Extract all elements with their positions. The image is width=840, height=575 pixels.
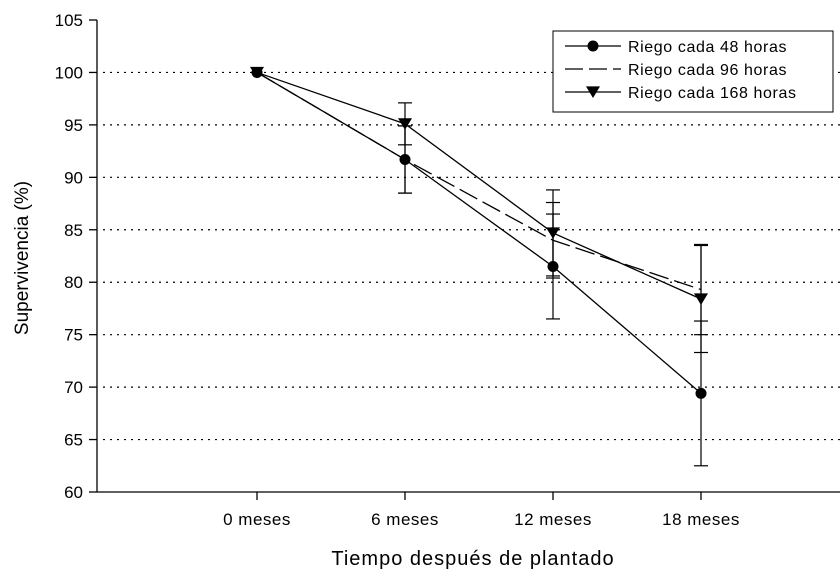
legend-entry: Riego cada 96 horas — [565, 62, 787, 79]
y-tick-label: 100 — [55, 63, 83, 82]
y-tick-label: 75 — [64, 326, 83, 345]
series-line — [256, 71, 702, 394]
y-tick-label: 80 — [64, 273, 83, 292]
y-tick-label: 95 — [64, 116, 83, 135]
x-tick-label: 6 meses — [371, 510, 439, 529]
y-axis-label: Supervivencia (%) — [12, 181, 33, 335]
y-tick-label: 65 — [64, 431, 83, 450]
series-line — [256, 71, 702, 291]
data-point — [398, 118, 412, 130]
y-tick-label: 85 — [64, 221, 83, 240]
legend-entry: Riego cada 168 horas — [565, 85, 797, 102]
x-tick-label: 0 meses — [223, 510, 291, 529]
data-point — [250, 66, 264, 79]
y-tick-label: 90 — [64, 168, 83, 187]
legend-box — [552, 30, 834, 113]
legend: Riego cada 48 horas Riego cada 96 horas Ri… — [552, 30, 834, 113]
y-tick-label: 60 — [64, 483, 83, 502]
data-point — [694, 293, 708, 305]
legend-swatch-marker — [587, 40, 599, 52]
x-tick-label: 12 meses — [514, 510, 592, 529]
legend-label: Riego cada 168 horas — [628, 85, 797, 102]
data-point — [546, 227, 560, 239]
x-tick-label: 18 meses — [662, 510, 740, 529]
axes: 60 65 70 75 80 85 90 95 100 105 0 meses 6 meses 12 m… — [55, 11, 840, 529]
series-line — [256, 71, 702, 300]
grid-lines — [103, 71, 840, 441]
legend-swatch-marker — [586, 86, 600, 98]
legend-label: Riego cada 48 horas — [628, 39, 787, 56]
data-point — [695, 387, 707, 399]
legend-entry: Riego cada 48 horas — [565, 39, 787, 56]
y-tick-label: 105 — [55, 11, 83, 30]
series-3 — [250, 66, 708, 354]
series-1 — [251, 66, 708, 467]
legend-label: Riego cada 96 horas — [628, 62, 787, 79]
y-tick-label: 70 — [64, 378, 83, 397]
series-layer — [250, 66, 708, 467]
x-axis-label: Tiempo después de plantado — [331, 548, 614, 570]
